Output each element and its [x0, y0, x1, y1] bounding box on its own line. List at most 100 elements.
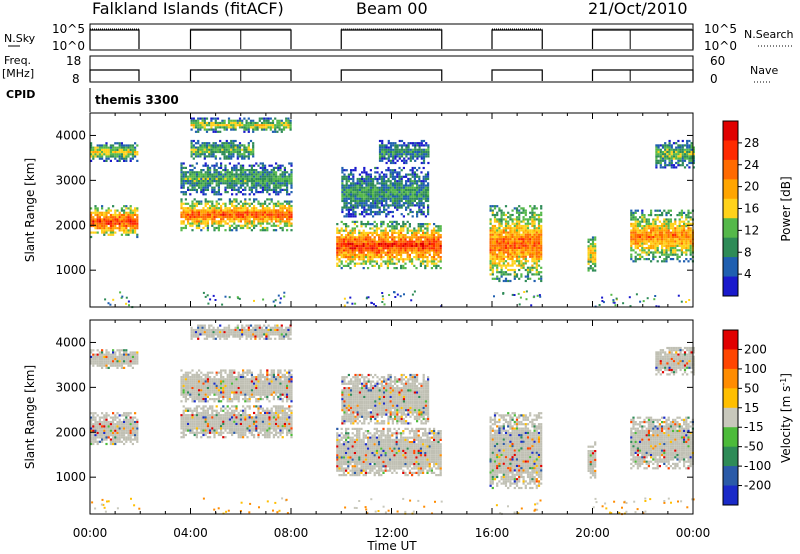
power-cell [373, 260, 376, 263]
power-cell [669, 244, 672, 247]
power-cell [266, 207, 269, 210]
power-cell [652, 253, 655, 256]
power-cell [535, 260, 538, 263]
power-cell [279, 211, 282, 214]
power-cell [228, 182, 231, 185]
power-cell [387, 195, 390, 198]
power-cell [127, 218, 130, 221]
power-cell [513, 251, 516, 254]
power-cell [203, 157, 206, 160]
power-cell [591, 254, 595, 257]
power-cell [422, 177, 425, 181]
power-cell [363, 215, 366, 218]
power-cell [667, 249, 670, 252]
power-cell [524, 257, 527, 261]
power-cell [239, 191, 242, 194]
power-cell [374, 305, 377, 307]
power-cell [213, 209, 216, 212]
power-cell [498, 249, 501, 252]
power-cell [248, 175, 251, 178]
power-cell [656, 238, 659, 241]
power-cell [340, 229, 343, 232]
power-cell [341, 210, 344, 214]
power-cell [686, 139, 689, 143]
power-cell [116, 227, 119, 230]
power-cell [535, 268, 538, 272]
power-cell [261, 166, 264, 169]
power-cell [372, 193, 375, 196]
power-cell [507, 224, 510, 228]
power-cell [375, 229, 378, 232]
power-cell [247, 142, 250, 145]
power-cell [290, 173, 293, 176]
power-cell [125, 231, 128, 234]
power-cell [533, 260, 536, 263]
power-cell [191, 224, 194, 227]
power-cell [233, 226, 236, 230]
power-cell [272, 177, 275, 180]
power-cell [220, 207, 223, 210]
power-cell [591, 260, 595, 263]
power-cell [676, 244, 679, 247]
power-cell [405, 148, 408, 151]
power-cell [587, 238, 590, 241]
power-cell [643, 220, 646, 223]
power-cell [526, 218, 530, 221]
power-cell [630, 214, 633, 217]
power-cell [643, 251, 646, 254]
power-cell [342, 229, 345, 232]
power-cell [504, 218, 508, 221]
power-cell [674, 251, 677, 254]
power-cell [394, 206, 397, 209]
power-cell [105, 218, 108, 221]
power-cell [526, 246, 530, 250]
power-cell [362, 245, 365, 248]
power-cell [427, 186, 430, 189]
power-cell [241, 119, 244, 122]
power-cell [220, 193, 223, 196]
power-cell [496, 218, 499, 221]
power-cell [361, 188, 364, 192]
power-cell [212, 130, 215, 133]
power-cell [278, 119, 281, 122]
power-cell [526, 266, 530, 269]
power-cell [347, 251, 350, 254]
power-cell [405, 146, 408, 149]
power-cell [341, 169, 344, 172]
power-cell [394, 195, 397, 198]
power-cell [118, 216, 121, 219]
power-cell [683, 153, 687, 156]
power-cell [269, 124, 272, 127]
power-cell [665, 260, 668, 263]
power-cell [402, 225, 405, 228]
power-cell [367, 245, 370, 248]
power-cell [279, 297, 282, 300]
power-cell [435, 264, 438, 267]
power-cell [215, 171, 218, 174]
nsky-interval [340, 29, 443, 49]
power-cell [199, 148, 202, 151]
power-cell [131, 155, 134, 158]
power-cell [217, 220, 220, 223]
power-cell [247, 157, 250, 160]
power-cell [515, 227, 519, 230]
power-cell [118, 213, 121, 217]
power-cell [641, 220, 644, 223]
power-cell [268, 213, 271, 216]
power-cell [347, 236, 350, 239]
power-cell [375, 223, 378, 226]
power-cell [250, 182, 253, 185]
power-cell [690, 142, 693, 145]
power-cell [587, 254, 590, 257]
power-cell [239, 173, 242, 176]
power-cell [109, 144, 112, 147]
power-cell [235, 207, 238, 210]
power-cell [363, 208, 366, 211]
power-cell [264, 229, 267, 232]
power-cell [437, 256, 440, 259]
power-cell [522, 251, 525, 254]
power-cell [243, 155, 246, 158]
power-cell [114, 227, 117, 230]
power-cell [394, 296, 397, 298]
power-cell [395, 256, 398, 259]
